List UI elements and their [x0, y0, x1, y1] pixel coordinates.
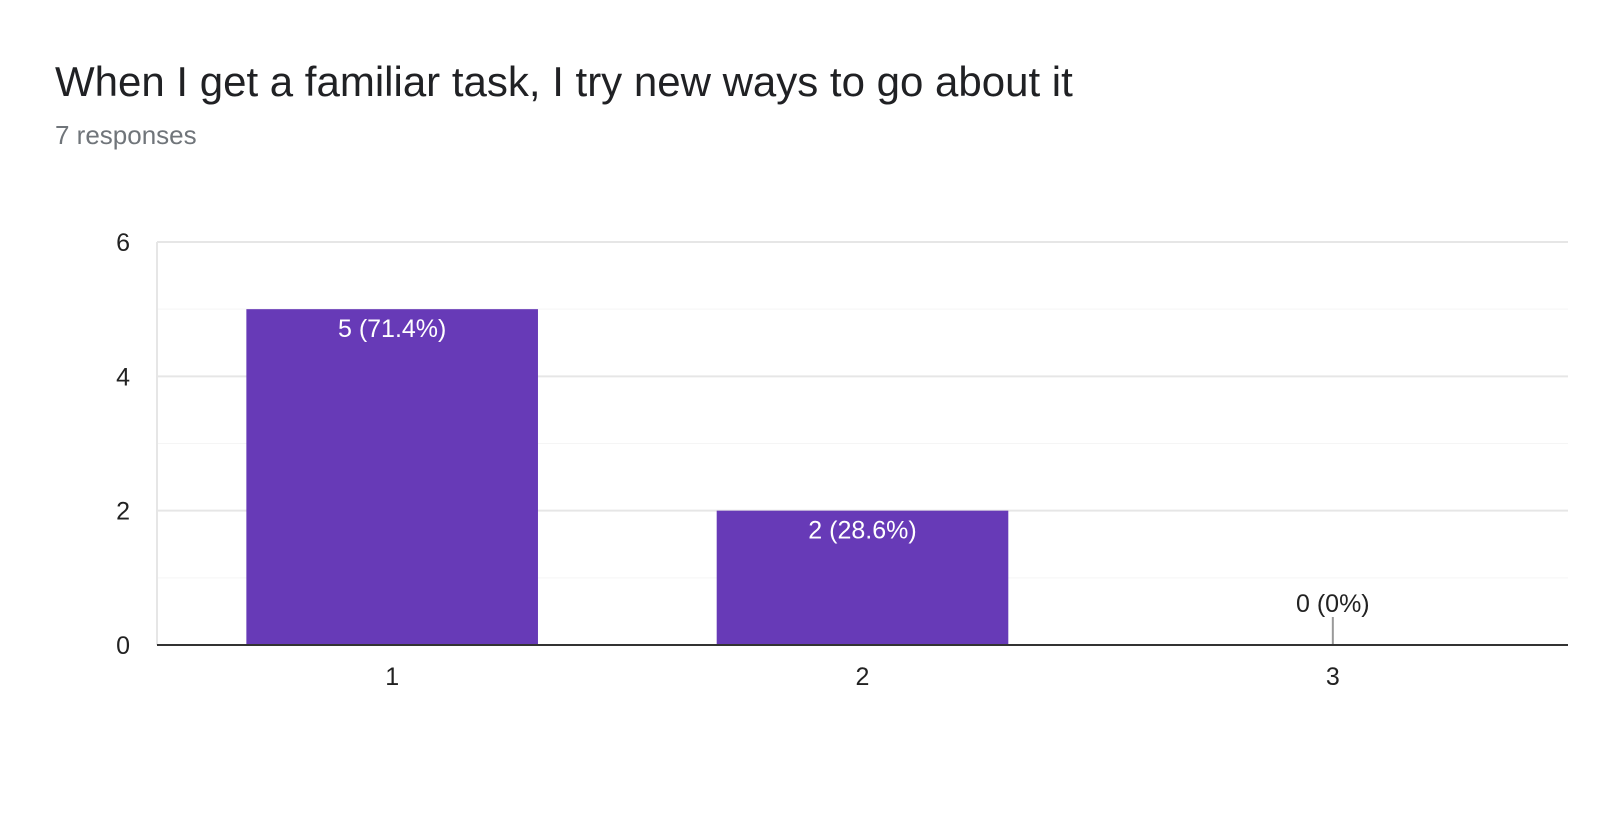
y-tick-label: 2 [116, 498, 130, 526]
data-label: 5 (71.4%) [338, 315, 446, 343]
data-label: 2 (28.6%) [808, 517, 916, 545]
x-tick-label: 1 [385, 663, 399, 691]
chart-title: When I get a familiar task, I try new wa… [55, 58, 1073, 105]
response-count: 7 responses [55, 120, 197, 150]
x-tick-label: 2 [856, 663, 870, 691]
x-tick-label: 3 [1326, 663, 1340, 691]
y-tick-label: 0 [116, 632, 130, 660]
bar [246, 309, 538, 645]
bar [716, 510, 1009, 645]
y-tick-label: 6 [116, 229, 130, 257]
data-label: 0 (0%) [1296, 590, 1370, 618]
y-tick-label: 4 [116, 363, 130, 391]
